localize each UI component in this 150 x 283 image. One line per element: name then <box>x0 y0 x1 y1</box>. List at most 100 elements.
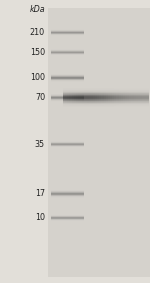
Bar <box>76 105 78 106</box>
Bar <box>67 91 69 92</box>
Bar <box>106 93 108 94</box>
Bar <box>131 106 134 107</box>
Bar <box>93 103 95 104</box>
Bar <box>91 99 93 100</box>
Bar <box>80 93 82 94</box>
Bar <box>131 91 134 92</box>
Bar <box>140 102 142 103</box>
Bar <box>69 94 72 95</box>
Bar <box>84 105 87 106</box>
Bar <box>131 98 134 99</box>
Bar <box>123 92 125 93</box>
Bar <box>108 94 110 95</box>
Bar <box>93 104 95 105</box>
Bar <box>93 89 95 90</box>
Bar <box>134 101 136 102</box>
Bar <box>106 92 108 93</box>
Bar <box>74 103 76 104</box>
Bar <box>106 90 108 91</box>
Bar <box>114 105 116 106</box>
Bar <box>112 106 114 107</box>
Bar <box>87 96 89 97</box>
Bar <box>114 106 116 107</box>
Bar <box>89 96 91 97</box>
Bar <box>74 93 76 94</box>
Bar <box>89 92 91 93</box>
Bar <box>140 96 142 97</box>
Bar <box>104 105 106 106</box>
Bar <box>97 93 99 94</box>
Bar <box>65 96 67 97</box>
Bar <box>119 101 121 102</box>
Bar <box>112 104 114 105</box>
Bar <box>102 101 104 102</box>
Bar <box>63 100 65 101</box>
Bar <box>110 97 112 98</box>
Bar <box>67 102 69 103</box>
Bar <box>102 96 104 97</box>
Bar <box>138 97 140 98</box>
Bar <box>67 101 69 102</box>
Bar <box>129 98 131 99</box>
Bar <box>104 102 106 103</box>
Bar <box>72 99 74 100</box>
Bar <box>74 89 76 90</box>
Bar <box>136 96 138 97</box>
Bar <box>95 96 97 97</box>
Bar <box>87 100 89 101</box>
Bar <box>63 103 65 104</box>
Bar <box>140 101 142 102</box>
Bar <box>69 99 72 100</box>
Bar <box>97 106 99 107</box>
Bar <box>72 102 74 103</box>
Bar <box>136 98 138 99</box>
Bar <box>63 89 65 90</box>
Bar <box>140 104 142 105</box>
Bar <box>99 89 102 90</box>
Bar <box>108 89 110 90</box>
Bar <box>76 103 78 104</box>
Bar <box>78 105 80 106</box>
Bar <box>127 95 129 96</box>
Bar <box>97 95 99 96</box>
Bar <box>134 97 136 98</box>
Bar <box>114 90 116 91</box>
Bar <box>63 95 65 96</box>
Bar <box>95 98 97 99</box>
Bar <box>131 99 134 100</box>
Bar <box>91 91 93 92</box>
Bar <box>89 104 91 105</box>
Bar <box>136 100 138 101</box>
Bar <box>91 88 93 89</box>
Bar <box>138 104 140 105</box>
Bar <box>95 89 97 90</box>
Bar <box>114 92 116 93</box>
Bar <box>114 104 116 105</box>
Bar <box>95 91 97 92</box>
Bar <box>102 102 104 103</box>
Bar <box>63 104 65 105</box>
Bar <box>142 104 144 105</box>
Bar <box>140 106 142 107</box>
Bar <box>84 98 87 99</box>
Bar <box>65 99 67 100</box>
Bar <box>65 89 67 90</box>
Bar <box>82 90 84 91</box>
Bar <box>108 93 110 94</box>
Bar <box>116 99 119 100</box>
Bar <box>78 100 80 101</box>
Bar <box>131 104 134 105</box>
Bar <box>72 104 74 105</box>
Bar <box>119 90 121 91</box>
Bar <box>69 92 72 93</box>
Bar <box>67 104 69 105</box>
Bar <box>104 98 106 99</box>
Bar <box>112 103 114 104</box>
Bar <box>95 100 97 101</box>
Bar <box>102 98 104 99</box>
Bar <box>140 92 142 93</box>
Bar <box>104 97 106 98</box>
Bar <box>125 101 127 102</box>
Bar <box>140 95 142 96</box>
Bar <box>104 94 106 95</box>
